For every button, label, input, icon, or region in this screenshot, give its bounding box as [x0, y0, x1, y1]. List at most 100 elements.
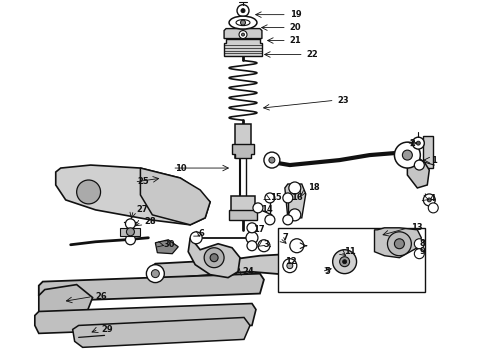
Text: 23: 23 [338, 96, 349, 105]
Text: 3: 3 [264, 240, 270, 249]
Circle shape [283, 259, 297, 273]
Polygon shape [224, 28, 262, 39]
Circle shape [247, 241, 257, 251]
Polygon shape [285, 184, 306, 218]
Polygon shape [56, 165, 210, 225]
Polygon shape [121, 228, 141, 236]
Circle shape [394, 142, 420, 168]
Polygon shape [35, 303, 256, 333]
Text: 4: 4 [429, 194, 435, 203]
Circle shape [428, 203, 438, 213]
Circle shape [151, 270, 159, 278]
Polygon shape [232, 144, 254, 158]
Circle shape [258, 240, 270, 252]
Text: 16: 16 [291, 193, 302, 202]
Circle shape [237, 5, 249, 17]
Polygon shape [141, 168, 210, 225]
Text: 19: 19 [290, 10, 301, 19]
Text: 15: 15 [270, 193, 282, 202]
Circle shape [402, 150, 413, 160]
Circle shape [416, 141, 420, 145]
Circle shape [247, 223, 257, 233]
Text: 17: 17 [253, 225, 265, 234]
Circle shape [246, 232, 258, 244]
Polygon shape [231, 196, 255, 216]
Circle shape [283, 215, 293, 225]
Text: 2: 2 [409, 139, 415, 148]
Text: 13: 13 [412, 223, 423, 232]
Circle shape [76, 180, 100, 204]
Circle shape [125, 235, 135, 245]
Polygon shape [224, 39, 262, 57]
Text: 11: 11 [343, 247, 355, 256]
Text: 22: 22 [307, 50, 318, 59]
Circle shape [190, 232, 202, 244]
Text: 9: 9 [419, 247, 425, 256]
Text: 21: 21 [290, 36, 301, 45]
Circle shape [264, 152, 280, 168]
Circle shape [415, 249, 424, 259]
Circle shape [415, 160, 424, 170]
Circle shape [340, 257, 349, 267]
Circle shape [269, 157, 275, 163]
Circle shape [413, 137, 424, 149]
Circle shape [241, 9, 245, 13]
Text: 26: 26 [96, 292, 107, 301]
Circle shape [343, 260, 346, 264]
Circle shape [125, 219, 135, 229]
Polygon shape [39, 285, 93, 323]
Ellipse shape [236, 20, 250, 26]
Polygon shape [235, 124, 251, 158]
Circle shape [239, 31, 247, 39]
Text: 28: 28 [145, 217, 156, 226]
Circle shape [334, 254, 349, 270]
Text: 18: 18 [308, 184, 319, 193]
Polygon shape [423, 136, 433, 168]
Polygon shape [188, 238, 240, 278]
Circle shape [394, 239, 404, 249]
Text: 6: 6 [198, 229, 204, 238]
Bar [278, 228, 425, 292]
Circle shape [290, 239, 304, 253]
Circle shape [339, 259, 344, 265]
Circle shape [427, 198, 431, 202]
Ellipse shape [229, 16, 257, 29]
Circle shape [388, 232, 412, 256]
Text: 1: 1 [431, 156, 437, 165]
Polygon shape [73, 318, 250, 347]
Text: 20: 20 [290, 23, 301, 32]
Circle shape [210, 254, 218, 262]
Text: 29: 29 [101, 325, 113, 334]
Text: 12: 12 [285, 257, 296, 266]
Text: 5: 5 [325, 267, 331, 276]
Circle shape [289, 182, 301, 194]
Polygon shape [407, 155, 429, 188]
Circle shape [423, 194, 435, 206]
Circle shape [333, 250, 357, 274]
Text: 25: 25 [137, 177, 149, 186]
Circle shape [147, 265, 164, 283]
Circle shape [241, 20, 245, 25]
Circle shape [253, 203, 263, 213]
Circle shape [289, 209, 301, 221]
Text: 8: 8 [419, 239, 425, 248]
Circle shape [126, 228, 134, 236]
Text: 14: 14 [261, 206, 273, 215]
Polygon shape [155, 240, 178, 254]
Text: 10: 10 [175, 163, 187, 172]
Circle shape [242, 33, 245, 36]
Text: 27: 27 [136, 206, 148, 215]
Circle shape [265, 193, 275, 203]
Polygon shape [229, 210, 257, 220]
Polygon shape [148, 252, 347, 282]
Text: 24: 24 [242, 267, 254, 276]
Polygon shape [39, 274, 264, 302]
Text: 7: 7 [283, 233, 289, 242]
Circle shape [204, 248, 224, 268]
Text: 30: 30 [163, 240, 175, 249]
Circle shape [415, 239, 424, 249]
Circle shape [287, 263, 293, 269]
Circle shape [283, 193, 293, 203]
Circle shape [265, 215, 275, 225]
Polygon shape [374, 228, 421, 258]
